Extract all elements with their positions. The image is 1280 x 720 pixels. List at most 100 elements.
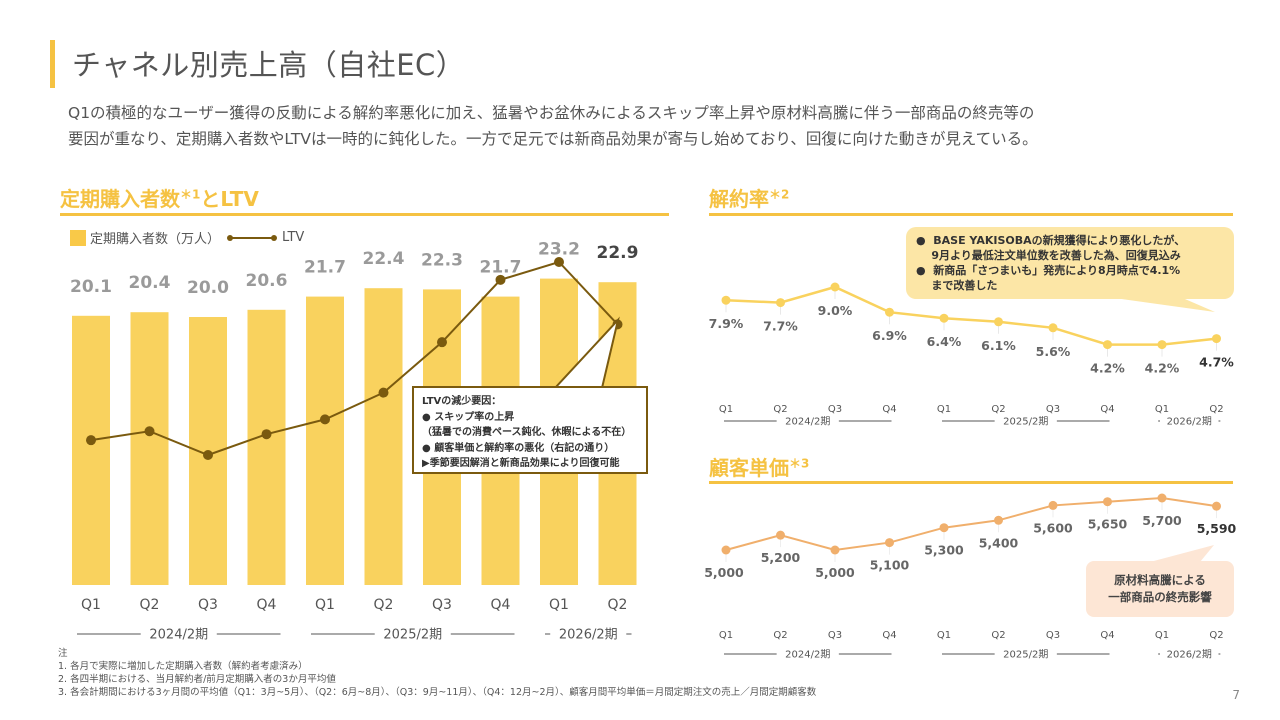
section-title-text: 顧客単価: [709, 456, 789, 480]
callout-line: 原材料高騰による: [1114, 573, 1206, 587]
churn-chart: 7.9% 7.7% 9.0% 6.9% 6.4% 6.1% 5.6% 4.2% 4.2% 4.7%…: [709, 282, 1234, 428]
x-tick-label: Q1: [1155, 404, 1169, 415]
x-tick-label: Q4: [1100, 630, 1114, 641]
churn-value-label: 4.2%: [1090, 361, 1125, 376]
ltv-point: [378, 387, 389, 398]
unit-price-point: [1048, 500, 1058, 510]
churn-section-title: 解約率＊2: [709, 183, 789, 212]
period-label: 2026/2期: [559, 628, 618, 643]
callout-line: ▶季節要因解消と新商品効果により回復可能: [422, 458, 620, 469]
subscribers-ltv-chart: 20.1 20.4 20.0 20.6 21.7 22.4 22.3 21.7 23.2 22.9…: [70, 240, 638, 643]
churn-point: [721, 295, 731, 305]
x-tick-label: Q2: [991, 404, 1005, 415]
x-tick-label: Q2: [1209, 404, 1223, 415]
ltv-point: [437, 337, 447, 348]
bar: [364, 288, 403, 585]
period-label: 2025/2期: [383, 628, 442, 643]
section-rule: [60, 213, 669, 216]
ltv-callout: LTVの減少要因： ● スキップ率の上昇 （猛暑での消費ペース鈍化、休暇による不…: [412, 386, 648, 474]
bar-value-label: 20.0: [187, 278, 229, 298]
churn-point: [1212, 334, 1221, 344]
subscribers-section-title: 定期購入者数＊1とLTV: [60, 183, 259, 212]
x-tick-label: Q3: [1046, 630, 1060, 641]
bar-value-label: 22.4: [363, 249, 405, 269]
churn-line: [725, 285, 1217, 346]
footnote-ref: ＊3: [789, 456, 810, 471]
ltv-point: [554, 257, 564, 267]
unit-price-value-label: 5,650: [1088, 517, 1128, 532]
x-tick-label: Q2: [608, 597, 628, 613]
churn-point: [939, 313, 949, 323]
unit-price-value-label: 5,200: [761, 550, 801, 565]
unit-price-point: [1157, 493, 1167, 503]
footnote: 2. 各四半期における、当月解約者/前月定期購入者の3か月平均値: [58, 674, 336, 685]
x-tick-label: Q1: [81, 597, 101, 613]
unit-price-point: [776, 530, 785, 540]
bar: [306, 296, 344, 585]
legend-bar-label: 定期購入者数（万人）: [90, 232, 221, 247]
ltv-point: [261, 429, 272, 440]
ltv-line: [90, 260, 619, 457]
churn-value-label: 4.7%: [1199, 355, 1234, 370]
section-title-suffix: とLTV: [200, 187, 259, 211]
callout-line: 9月より最低注文単位数を改善した為、回復見込み: [916, 249, 1181, 262]
x-tick-label: Q1: [937, 404, 951, 415]
x-tick-label: Q1: [549, 597, 569, 613]
bar: [130, 312, 169, 585]
churn-point: [830, 282, 840, 292]
footnote-ref: ＊2: [769, 187, 790, 202]
callout-line: ● 新商品「さつまいも」発売により8月時点で4.1%: [916, 264, 1181, 277]
x-tick-label: Q4: [882, 404, 896, 415]
x-tick-label: Q1: [719, 404, 733, 415]
x-tick-label: Q3: [828, 404, 842, 415]
x-tick-label: Q4: [1100, 404, 1114, 415]
unit-price-section-title: 顧客単価＊3: [709, 452, 809, 481]
x-tick-label: Q2: [374, 597, 394, 613]
x-tick-label: Q3: [1046, 404, 1060, 415]
bar-value-label: 23.2: [538, 240, 580, 260]
legend-line-swatch: [227, 234, 278, 241]
churn-value-label: 5.6%: [1036, 344, 1071, 359]
section-rule: [709, 481, 1233, 484]
x-tick-label: Q4: [882, 630, 896, 641]
churn-point: [776, 298, 785, 308]
churn-point: [885, 307, 894, 317]
period-label: 2026/2期: [1167, 649, 1212, 661]
x-tick-label: Q1: [1155, 630, 1169, 641]
ltv-point: [86, 435, 96, 446]
period-label: 2025/2期: [1003, 416, 1048, 428]
callout-line: ● 顧客単価と解約率の悪化（右記の通り）: [422, 442, 615, 454]
x-tick-label: Q4: [257, 597, 277, 613]
churn-value-label: 6.4%: [927, 334, 962, 349]
unit-price-point: [885, 538, 894, 548]
bar-value-label: 21.7: [304, 258, 346, 278]
bar-value-label: 20.6: [246, 271, 288, 291]
churn-point: [1048, 323, 1058, 333]
ltv-point: [320, 414, 330, 425]
unit-price-value-label: 5,700: [1142, 513, 1182, 528]
callout-line: ● BASE YAKISOBAの新規獲得により悪化したが、: [916, 234, 1186, 247]
churn-value-label: 7.7%: [763, 319, 798, 334]
x-tick-label: Q4: [491, 597, 511, 613]
bar-value-label: 21.7: [480, 258, 522, 278]
unit-price-point: [939, 523, 949, 533]
churn-value-label: 4.2%: [1145, 361, 1180, 376]
x-tick-label: Q3: [828, 630, 842, 641]
bar-value-label: 20.4: [129, 273, 171, 293]
page-number: 7: [1232, 688, 1240, 702]
ltv-point: [203, 450, 213, 460]
unit-price-value-label: 5,400: [979, 535, 1019, 550]
churn-value-label: 6.9%: [872, 328, 907, 343]
ltv-point: [144, 426, 155, 437]
page-title: チャネル別売上高（自社EC）: [72, 48, 466, 82]
x-tick-label: Q2: [140, 597, 160, 613]
unit-price-callout: 原材料高騰による 一部商品の終売影響: [1086, 561, 1234, 617]
chart-legend: 定期購入者数（万人） LTV: [70, 228, 304, 247]
churn-value-label: 9.0%: [818, 303, 853, 318]
period-label: 2024/2期: [149, 628, 208, 643]
churn-value-label: 6.1%: [981, 338, 1016, 353]
churn-point: [994, 317, 1003, 327]
footnotes: 注 1. 各月で実際に増加した定期購入者数（解約者考慮済み） 2. 各四半期にお…: [58, 647, 816, 699]
x-tick-label: Q1: [315, 597, 335, 613]
section-rule: [709, 213, 1233, 216]
